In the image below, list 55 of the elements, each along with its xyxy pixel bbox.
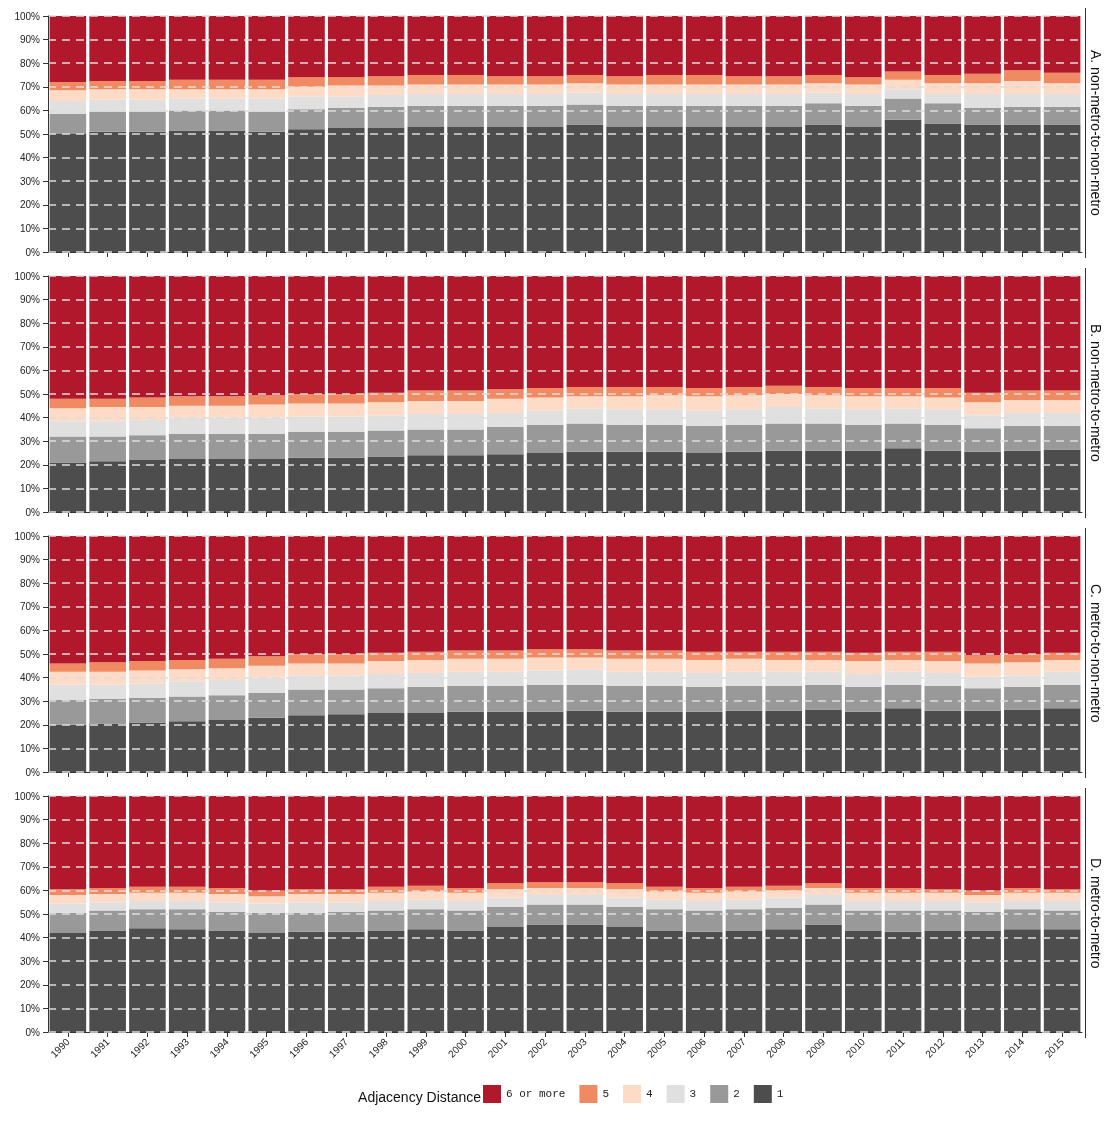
y-tick-label: 30%: [19, 175, 41, 187]
y-tick-label: 70%: [19, 341, 41, 353]
y-tick-label: 30%: [19, 955, 41, 967]
y-tick-label: 50%: [19, 648, 41, 660]
y-tick-label: 90%: [19, 34, 41, 46]
y-tick-label: 100%: [14, 530, 41, 542]
y-tick-label: 0%: [25, 246, 41, 258]
y-tick-label: 100%: [14, 270, 41, 282]
y-tick-label: 20%: [19, 979, 41, 991]
y-tick-label: 80%: [19, 837, 41, 849]
y-tick-label: 30%: [19, 435, 41, 447]
legend-label: 6 or more: [506, 1088, 566, 1100]
y-tick-label: 70%: [19, 861, 41, 873]
y-tick-label: 20%: [19, 719, 41, 731]
y-tick-label: 40%: [19, 672, 41, 684]
y-tick-label: 60%: [19, 104, 41, 116]
y-tick-label: 0%: [25, 766, 41, 778]
y-tick-label: 20%: [19, 459, 41, 471]
legend-label: 3: [689, 1088, 697, 1100]
legend-label: 1: [776, 1088, 784, 1100]
y-tick-label: 60%: [19, 884, 41, 896]
y-tick-label: 90%: [19, 814, 41, 826]
y-tick-label: 10%: [19, 482, 41, 494]
y-tick-label: 30%: [19, 695, 41, 707]
y-tick-label: 50%: [19, 908, 41, 920]
y-tick-label: 40%: [19, 152, 41, 164]
y-tick-label: 90%: [19, 294, 41, 306]
y-tick-label: 40%: [19, 412, 41, 424]
y-tick-label: 20%: [19, 199, 41, 211]
y-tick-label: 60%: [19, 624, 41, 636]
y-tick-label: 10%: [19, 222, 41, 234]
y-tick-label: 50%: [19, 128, 41, 140]
legend-title: Adjacency Distance: [358, 1089, 482, 1105]
y-tick-label: 100%: [14, 790, 41, 802]
y-tick-label: 50%: [19, 388, 41, 400]
text: B. non-metro-to-metro: [1088, 324, 1104, 462]
y-tick-label: 40%: [19, 932, 41, 944]
text: C. metro-to-non-metro: [1088, 583, 1104, 723]
y-tick-label: 80%: [19, 577, 41, 589]
y-tick-label: 100%: [14, 10, 41, 22]
y-tick-label: 10%: [19, 742, 41, 754]
text: D. metro-to-metro: [1088, 857, 1104, 969]
y-tick-label: 80%: [19, 57, 41, 69]
legend-label: 4: [646, 1088, 654, 1100]
y-tick-label: 0%: [25, 506, 41, 518]
y-tick-label: 90%: [19, 554, 41, 566]
y-tick-label: 80%: [19, 317, 41, 329]
legend-label: 2: [733, 1088, 740, 1100]
y-tick-label: 70%: [19, 601, 41, 613]
y-tick-label: 70%: [19, 81, 41, 93]
legend-label: 5: [602, 1088, 610, 1100]
y-tick-label: 10%: [19, 1002, 41, 1014]
text: A. non-metro-to-non-metro: [1088, 50, 1104, 216]
y-tick-label: 0%: [25, 1026, 41, 1038]
y-tick-label: 60%: [19, 364, 41, 376]
